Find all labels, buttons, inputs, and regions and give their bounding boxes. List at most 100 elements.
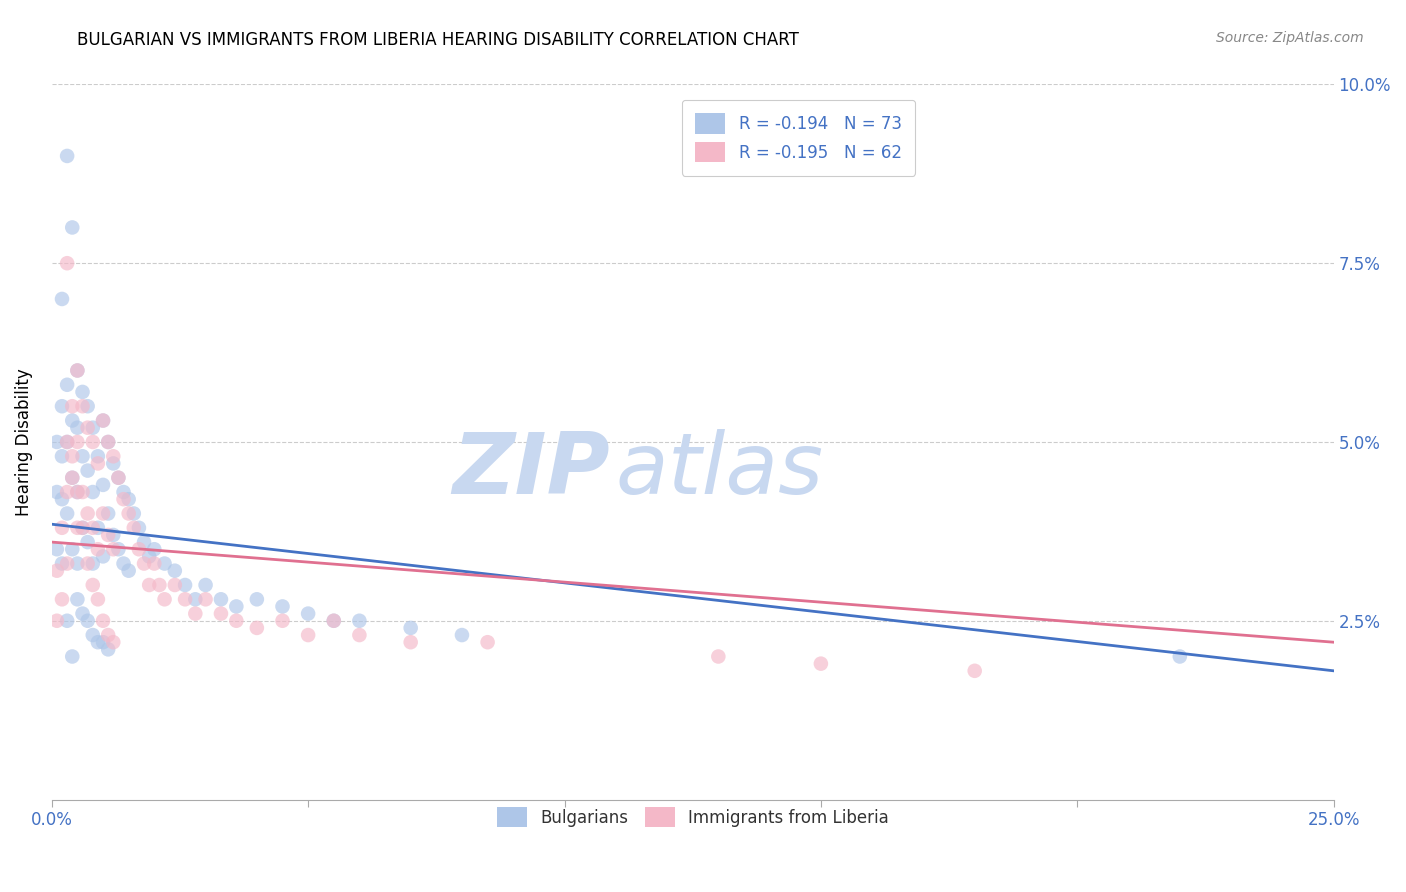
Point — [56, 434, 79, 449]
Point — [56, 377, 79, 392]
Point — [60, 399, 83, 413]
Point — [184, 592, 207, 607]
Point — [153, 557, 176, 571]
Point — [76, 535, 98, 549]
Point — [91, 413, 114, 427]
Point — [45, 564, 67, 578]
Point — [51, 592, 73, 607]
Point — [148, 578, 170, 592]
Point — [87, 521, 110, 535]
Point — [60, 413, 83, 427]
Point — [103, 542, 125, 557]
Point — [122, 521, 145, 535]
Point — [87, 592, 110, 607]
Point — [66, 557, 89, 571]
Point — [477, 635, 499, 649]
Point — [246, 592, 269, 607]
Point — [153, 592, 176, 607]
Point — [45, 614, 67, 628]
Point — [82, 420, 104, 434]
Text: Source: ZipAtlas.com: Source: ZipAtlas.com — [1216, 31, 1364, 45]
Point — [174, 578, 197, 592]
Point — [82, 557, 104, 571]
Point — [66, 485, 89, 500]
Point — [87, 635, 110, 649]
Point — [322, 614, 344, 628]
Text: ZIP: ZIP — [451, 429, 609, 512]
Point — [76, 507, 98, 521]
Point — [66, 485, 89, 500]
Point — [194, 592, 217, 607]
Point — [60, 649, 83, 664]
Point — [297, 607, 319, 621]
Point — [72, 521, 94, 535]
Point — [138, 549, 160, 564]
Point — [322, 614, 344, 628]
Point — [143, 542, 166, 557]
Point — [82, 485, 104, 500]
Point — [51, 521, 73, 535]
Point — [91, 478, 114, 492]
Point — [118, 564, 141, 578]
Point — [112, 557, 135, 571]
Point — [87, 450, 110, 464]
Point — [56, 614, 79, 628]
Point — [97, 507, 120, 521]
Point — [451, 628, 474, 642]
Point — [103, 528, 125, 542]
Point — [45, 434, 67, 449]
Point — [66, 521, 89, 535]
Point — [209, 607, 232, 621]
Point — [118, 492, 141, 507]
Point — [271, 599, 294, 614]
Point — [184, 607, 207, 621]
Point — [51, 557, 73, 571]
Point — [399, 621, 422, 635]
Point — [132, 557, 155, 571]
Point — [51, 492, 73, 507]
Point — [91, 413, 114, 427]
Point — [97, 628, 120, 642]
Point — [112, 485, 135, 500]
Point — [60, 542, 83, 557]
Point — [163, 564, 186, 578]
Point — [66, 363, 89, 377]
Point — [194, 578, 217, 592]
Point — [97, 434, 120, 449]
Point — [82, 521, 104, 535]
Point — [246, 621, 269, 635]
Point — [128, 542, 150, 557]
Point — [56, 507, 79, 521]
Point — [91, 507, 114, 521]
Point — [97, 434, 120, 449]
Point — [51, 292, 73, 306]
Point — [399, 635, 422, 649]
Point — [297, 628, 319, 642]
Point — [72, 384, 94, 399]
Point — [76, 614, 98, 628]
Point — [56, 485, 79, 500]
Point — [963, 664, 986, 678]
Point — [76, 557, 98, 571]
Point — [349, 628, 371, 642]
Point — [103, 457, 125, 471]
Point — [60, 450, 83, 464]
Point — [107, 542, 129, 557]
Point — [76, 420, 98, 434]
Point — [118, 507, 141, 521]
Point — [91, 549, 114, 564]
Point — [56, 256, 79, 270]
Point — [82, 434, 104, 449]
Point — [122, 507, 145, 521]
Point — [107, 471, 129, 485]
Point — [209, 592, 232, 607]
Point — [60, 471, 83, 485]
Point — [103, 450, 125, 464]
Point — [60, 471, 83, 485]
Point — [107, 471, 129, 485]
Point — [132, 535, 155, 549]
Point — [66, 363, 89, 377]
Point — [138, 578, 160, 592]
Point — [1168, 649, 1191, 664]
Point — [225, 599, 247, 614]
